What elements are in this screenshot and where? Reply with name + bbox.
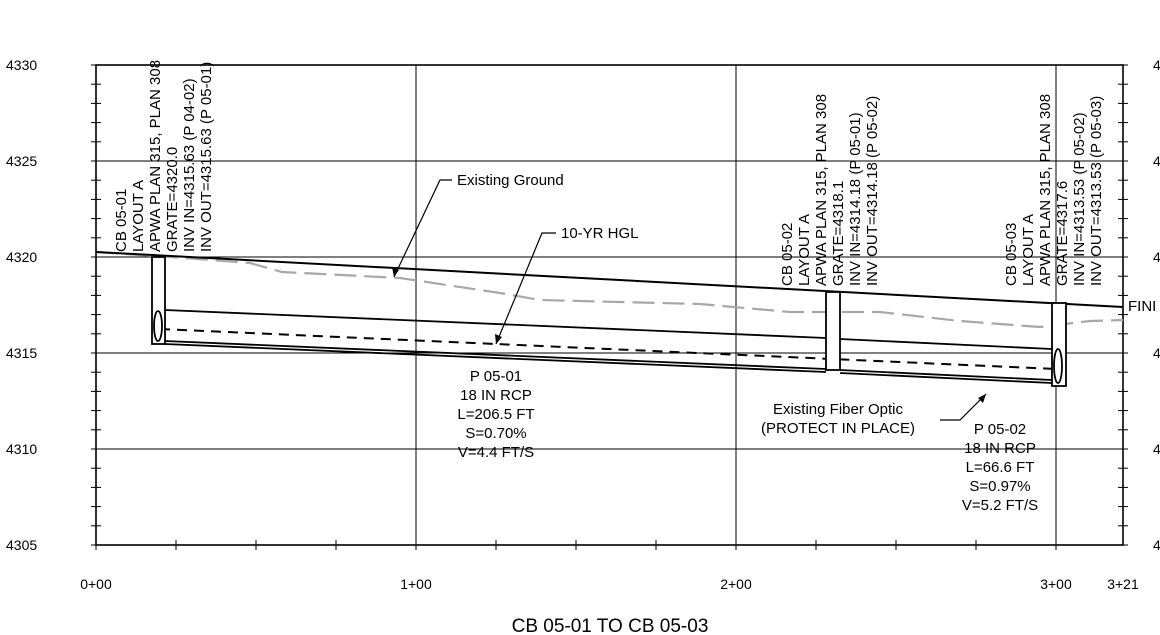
x-tick-label: 0+00	[80, 576, 112, 592]
pipe-label-line: V=4.4 FT/S	[458, 444, 534, 461]
structure-label-line: APWA PLAN 315, PLAN 308	[1037, 94, 1054, 286]
structure-label-line: LAYOUT A	[1020, 214, 1037, 286]
pipe-label-p-05-01: P 05-01 18 IN RCP L=206.5 FT S=0.70% V=4…	[457, 368, 534, 461]
y-tick-label: 4315	[6, 345, 37, 361]
structure-label-cb-05-03: CB 05-03 LAYOUT A APWA PLAN 315, PLAN 30…	[1003, 94, 1105, 286]
right-tick-label: 4	[1153, 345, 1160, 361]
pipe-p-05-01	[164, 309, 827, 373]
structure-label-line: LAYOUT A	[796, 214, 813, 286]
catch-basin-cb-05-03	[1051, 302, 1067, 387]
profile-frame	[95, 64, 1124, 546]
hgl-line	[159, 328, 1057, 370]
structure-label-line: LAYOUT A	[130, 180, 147, 252]
finished-grade-line	[95, 251, 1124, 308]
structure-label-line: CB 05-02	[779, 223, 796, 286]
structure-label-line: GRATE=4317.6	[1054, 181, 1071, 286]
callout-text: 10-YR HGL	[561, 225, 639, 242]
catch-basin-cb-05-01	[151, 256, 166, 345]
callout-text: Existing Ground	[457, 172, 564, 189]
y-tick-label: 4325	[6, 153, 37, 169]
x-tick-label: 2+00	[720, 576, 752, 592]
structure-label-line: CB 05-03	[1003, 223, 1020, 286]
y-tick-label: 4330	[6, 57, 37, 73]
pipe-label-line: 18 IN RCP	[460, 387, 532, 404]
pipe-label-line: V=5.2 FT/S	[962, 497, 1038, 514]
x-tick-label: 3+21	[1107, 576, 1139, 592]
pipe-label-line: S=0.70%	[465, 425, 526, 442]
callout-hgl: 10-YR HGL	[495, 225, 639, 345]
structure-label-line: GRATE=4318.1	[830, 181, 847, 286]
y-tick-label: 4310	[6, 441, 37, 457]
y-tick-label: 4320	[6, 249, 37, 265]
pipe-label-p-05-02: P 05-02 18 IN RCP L=66.6 FT S=0.97% V=5.…	[962, 421, 1038, 514]
right-tick-label: 4	[1153, 153, 1160, 169]
structure-label-line: CB 05-01	[113, 189, 130, 252]
minor-ticks	[91, 64, 1128, 550]
structure-label-line: INV OUT=4313.53 (P 05-03)	[1088, 96, 1105, 286]
structure-label-line: APWA PLAN 315, PLAN 308	[147, 60, 164, 252]
right-tick-label: 4	[1153, 537, 1160, 553]
structure-label-line: INV IN=4315.63 (P 04-02)	[181, 78, 198, 252]
structure-label-cb-05-02: CB 05-02 LAYOUT A APWA PLAN 315, PLAN 30…	[779, 94, 881, 286]
catch-basin-cb-05-02	[825, 291, 841, 371]
pipe-label-line: S=0.97%	[969, 478, 1030, 495]
pipe-label-line: L=206.5 FT	[457, 406, 534, 423]
callout-text: Existing Fiber Optic	[773, 401, 904, 418]
finish-grade-label: FINI	[1128, 298, 1156, 315]
structure-label-line: GRATE=4320.0	[164, 147, 181, 252]
callout-text: (PROTECT IN PLACE)	[761, 420, 915, 437]
structure-label-cb-05-01: CB 05-01 LAYOUT A APWA PLAN 315, PLAN 30…	[113, 60, 215, 252]
right-tick-label: 4	[1153, 57, 1160, 73]
pipe-label-line: P 05-01	[470, 368, 522, 385]
existing-ground-line	[95, 250, 1124, 329]
x-tick-label: 1+00	[400, 576, 432, 592]
pipe-label-line: P 05-02	[974, 421, 1026, 438]
pipe-label-line: L=66.6 FT	[966, 459, 1035, 476]
structure-label-line: INV OUT=4314.18 (P 05-02)	[864, 96, 881, 286]
structure-label-line: INV IN=4313.53 (P 05-02)	[1071, 112, 1088, 286]
elevation-gridlines	[96, 160, 1123, 450]
structure-label-line: INV IN=4314.18 (P 05-01)	[847, 112, 864, 286]
x-tick-label: 3+00	[1040, 576, 1072, 592]
structure-label-line: INV OUT=4315.63 (P 05-01)	[198, 62, 215, 252]
pipe-p-05-02	[839, 338, 1053, 384]
structure-label-line: APWA PLAN 315, PLAN 308	[813, 94, 830, 286]
callout-existing-ground: Existing Ground	[392, 172, 564, 278]
pipe-label-line: 18 IN RCP	[964, 440, 1036, 457]
x-axis-labels: 0+00 1+00 2+00 3+00 3+21	[80, 576, 1139, 592]
right-tick-label: 4	[1153, 249, 1160, 265]
right-tick-label: 4	[1153, 441, 1160, 457]
profile-title: CB 05-01 TO CB 05-03	[512, 616, 709, 635]
right-axis-labels: 4 4 4 4 4 4	[1153, 57, 1160, 553]
callout-fiber-optic: Existing Fiber Optic (PROTECT IN PLACE)	[761, 393, 987, 437]
y-tick-label: 4305	[6, 537, 37, 553]
y-axis-labels: 4330 4325 4320 4315 4310 4305	[6, 57, 37, 553]
